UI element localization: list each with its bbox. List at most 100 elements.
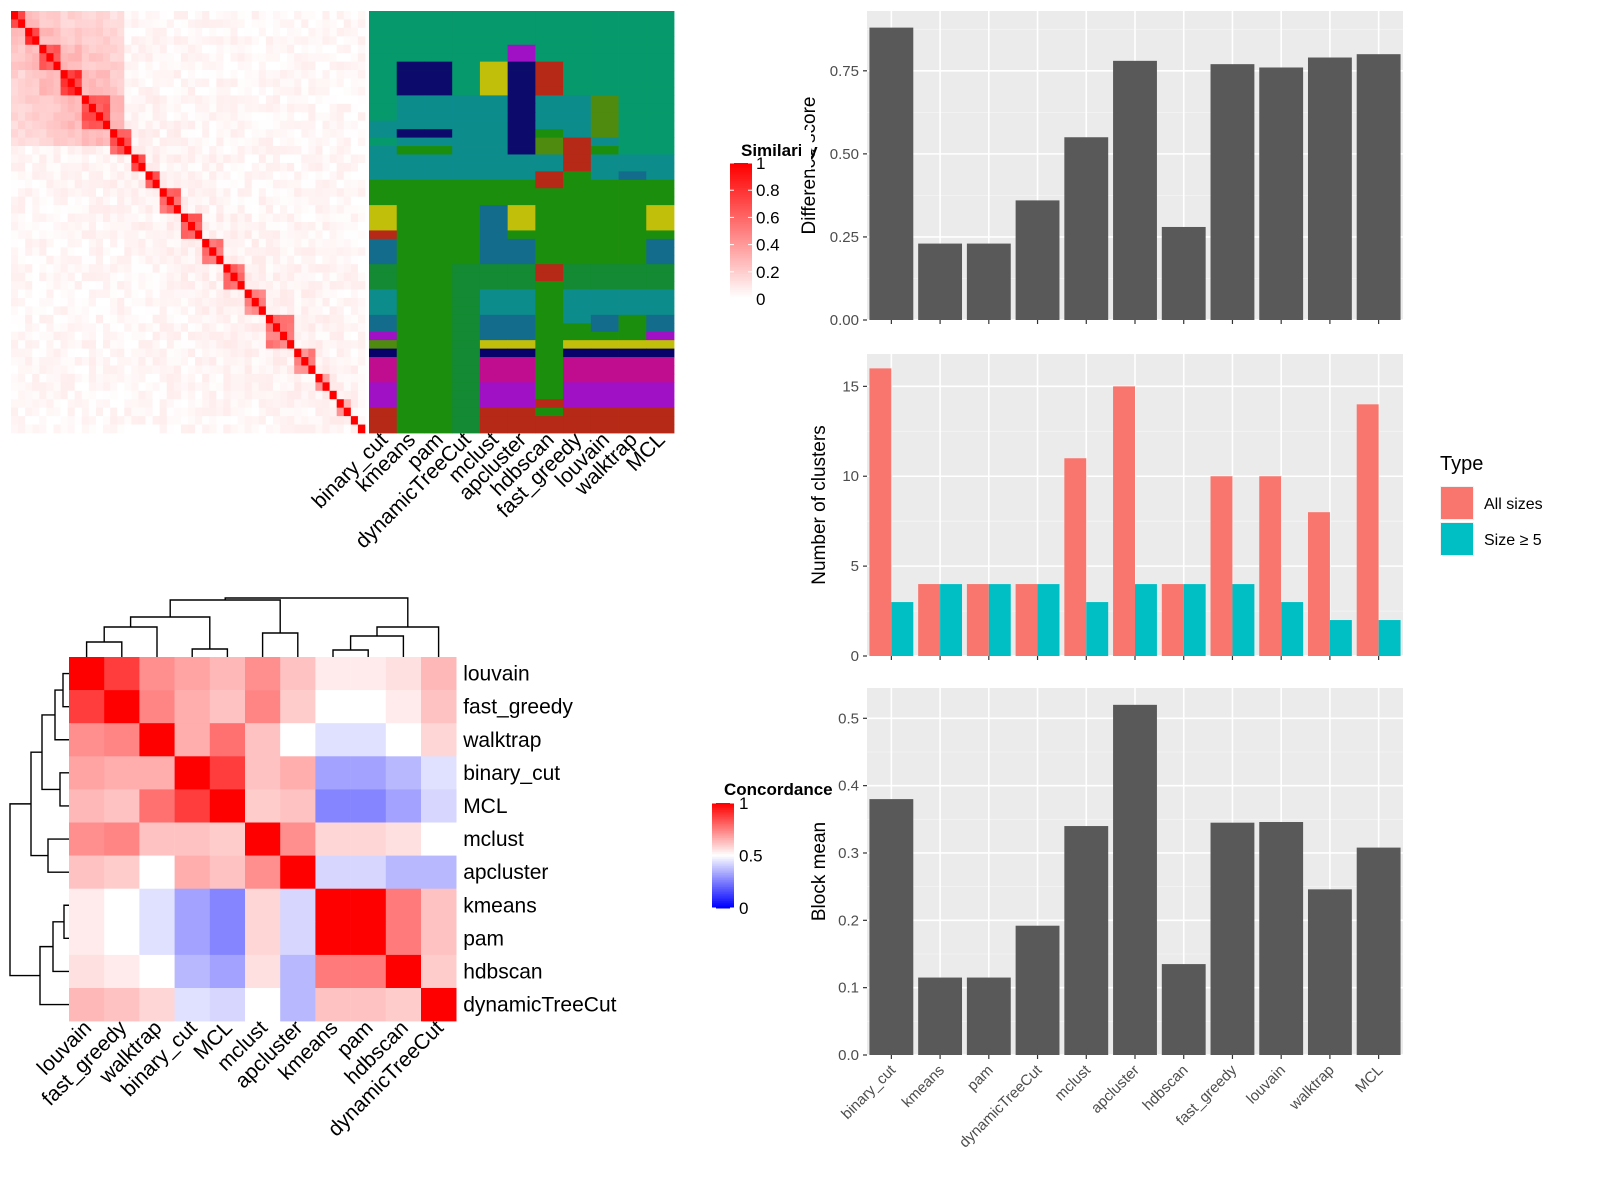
similarity-cell bbox=[237, 222, 245, 231]
similarity-cell bbox=[202, 53, 210, 62]
similarity-cell bbox=[287, 44, 295, 54]
similarity-cell bbox=[230, 120, 238, 130]
method-labels: binary_cutkmeanspamdynamicTreeCutmclusta… bbox=[308, 428, 670, 553]
similarity-cell bbox=[223, 238, 231, 248]
similarity-cell bbox=[95, 289, 104, 299]
similarity-cell bbox=[223, 86, 231, 96]
similarity-cell bbox=[173, 340, 182, 349]
assignment-cell bbox=[369, 399, 398, 409]
similarity-cell bbox=[152, 112, 160, 122]
assignment-cell bbox=[424, 247, 453, 257]
similarity-cell bbox=[166, 340, 175, 349]
similarity-cell bbox=[166, 78, 175, 88]
similarity-cell bbox=[237, 112, 245, 122]
similarity-cell bbox=[39, 44, 47, 54]
similarity-cell bbox=[67, 70, 76, 79]
similarity-cell bbox=[237, 264, 245, 273]
similarity-cell bbox=[152, 382, 160, 392]
similarity-cell bbox=[81, 154, 90, 164]
concordance-cell bbox=[104, 855, 140, 889]
similarity-cell bbox=[124, 416, 132, 425]
similarity-cell bbox=[294, 129, 302, 138]
similarity-cell bbox=[25, 27, 33, 37]
similarity-cell bbox=[287, 27, 295, 37]
similarity-cell bbox=[46, 103, 54, 113]
similarity-cell bbox=[343, 264, 352, 273]
similarity-cell bbox=[244, 357, 253, 366]
assignment-cell bbox=[479, 129, 509, 138]
legend-swatch bbox=[712, 902, 734, 905]
similarity-cell bbox=[244, 179, 253, 189]
y-tick-label: 10 bbox=[842, 468, 859, 485]
similarity-cell bbox=[138, 129, 146, 138]
similarity-cell bbox=[95, 19, 104, 29]
similarity-cell bbox=[336, 230, 345, 240]
similarity-cell bbox=[81, 390, 90, 400]
assignment-cell bbox=[618, 306, 647, 316]
similarity-cell bbox=[350, 27, 359, 37]
similarity-cell bbox=[251, 331, 260, 341]
similarity-cell bbox=[272, 357, 281, 366]
assignment-cell bbox=[590, 112, 619, 122]
similarity-cell bbox=[195, 27, 203, 37]
similarity-cell bbox=[322, 382, 330, 392]
similarity-cell bbox=[60, 86, 68, 96]
similarity-cell bbox=[25, 281, 33, 290]
similarity-cell bbox=[251, 306, 260, 316]
similarity-cell bbox=[315, 61, 323, 71]
similarity-cell bbox=[343, 357, 352, 366]
similarity-cell bbox=[25, 264, 33, 273]
similarity-cell bbox=[81, 255, 90, 265]
similarity-cell bbox=[67, 162, 76, 172]
similarity-cell bbox=[180, 11, 189, 20]
concordance-cell bbox=[280, 657, 316, 691]
similarity-cell bbox=[53, 331, 61, 341]
legend-swatch bbox=[730, 197, 752, 200]
similarity-cell bbox=[166, 222, 175, 231]
similarity-cell bbox=[180, 323, 189, 333]
similarity-cell bbox=[173, 416, 182, 425]
assignment-cell bbox=[535, 340, 564, 349]
similarity-cell bbox=[53, 179, 61, 189]
similarity-cell bbox=[209, 323, 217, 333]
similarity-cell bbox=[117, 281, 125, 290]
concordance-cell bbox=[421, 690, 457, 724]
similarity-cell bbox=[315, 331, 323, 341]
similarity-cell bbox=[315, 120, 323, 130]
similarity-cell bbox=[46, 357, 54, 366]
similarity-cell bbox=[301, 53, 309, 62]
similarity-cell bbox=[272, 281, 281, 290]
similarity-cell bbox=[230, 314, 238, 324]
similarity-cell bbox=[223, 399, 231, 408]
similarity-cell bbox=[53, 255, 61, 265]
similarity-cell bbox=[11, 86, 19, 96]
similarity-cell bbox=[195, 230, 203, 240]
concordance-cell bbox=[280, 789, 316, 823]
legend-tick-label: 0.4 bbox=[756, 236, 780, 255]
similarity-cell bbox=[53, 238, 61, 248]
similarity-cell bbox=[280, 154, 288, 164]
assignment-cell bbox=[452, 424, 481, 434]
similarity-cell bbox=[244, 222, 253, 231]
concordance-cell bbox=[245, 756, 281, 790]
legend-swatch bbox=[730, 221, 752, 225]
legend-swatch bbox=[730, 271, 752, 275]
similarity-cell bbox=[350, 289, 359, 299]
assignment-cell bbox=[424, 112, 453, 122]
similarity-cell bbox=[145, 120, 153, 130]
legend-swatch bbox=[712, 852, 734, 855]
assignment-cell bbox=[618, 78, 647, 88]
similarity-cell bbox=[124, 129, 132, 138]
similarity-cell bbox=[280, 120, 288, 130]
similarity-cell bbox=[265, 53, 274, 62]
similarity-cell bbox=[244, 95, 253, 105]
similarity-cell bbox=[11, 196, 19, 206]
similarity-cell bbox=[145, 171, 153, 181]
assignment-cell bbox=[507, 297, 536, 307]
similarity-cell bbox=[124, 19, 132, 29]
similarity-cell bbox=[25, 205, 33, 214]
similarity-cell bbox=[32, 289, 40, 299]
similarity-cell bbox=[265, 19, 274, 29]
similarity-cell bbox=[88, 407, 97, 417]
